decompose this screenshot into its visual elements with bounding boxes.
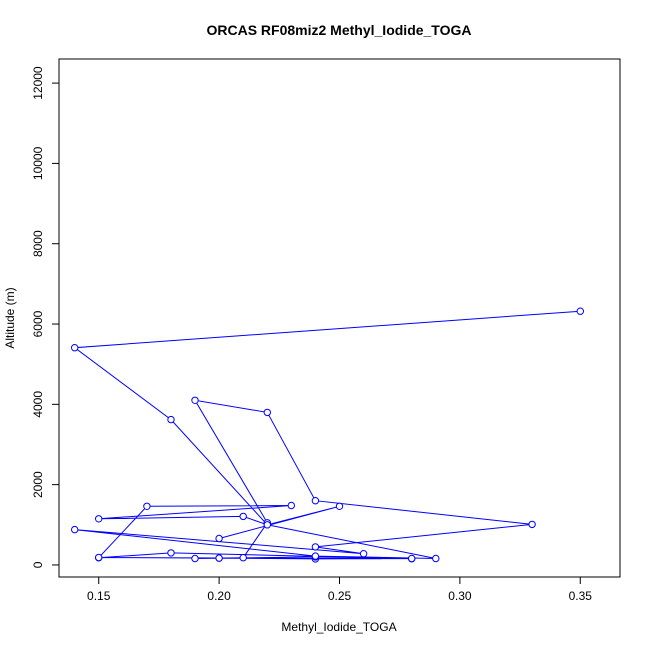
data-point [215,554,223,562]
data-point [239,554,247,562]
data-point [576,307,584,315]
data-point [95,515,103,523]
data-point [528,520,536,529]
data-point [191,396,199,404]
x-tick-label: 0.30 [448,589,472,603]
series-line [73,310,581,560]
x-axis-label: Methyl_Iodide_TOGA [281,620,396,634]
y-tick-label: 0 [31,561,45,568]
y-tick-label: 4000 [31,391,45,418]
data-point [287,501,295,510]
data-point [359,550,368,558]
data-point [408,554,416,563]
data-point [311,543,320,551]
series-points [71,307,584,563]
x-tick-label: 0.25 [328,589,352,603]
data-point [167,549,175,557]
data-point [95,553,103,562]
data-point [263,521,271,529]
y-tick-label: 12000 [31,66,45,100]
y-tick-label: 6000 [31,310,45,337]
data-point [335,502,344,510]
data-point [432,554,440,563]
x-tick-label: 0.15 [87,589,111,603]
y-tick-label: 8000 [31,230,45,257]
data-point [71,344,79,352]
data-point [71,525,79,534]
chart-title: ORCAS RF08miz2 Methyl_Iodide_TOGA [206,22,471,38]
data-point [311,552,320,560]
data-point [263,408,271,417]
data-point [215,534,223,543]
data-point [191,554,199,563]
y-tick-label: 10000 [31,146,45,180]
data-point [143,502,151,510]
x-axis: 0.15 0.20 0.25 0.30 0.35 [87,576,593,603]
x-tick-label: 0.35 [569,589,593,603]
y-axis: 0 2000 4000 6000 8000 10000 12000 [31,66,60,568]
x-tick-label: 0.20 [207,589,231,603]
data-point [167,415,175,424]
y-tick-label: 2000 [31,471,45,498]
data-point [311,497,320,505]
y-axis-label: Altitude (m) [3,287,17,348]
data-point [239,512,247,521]
